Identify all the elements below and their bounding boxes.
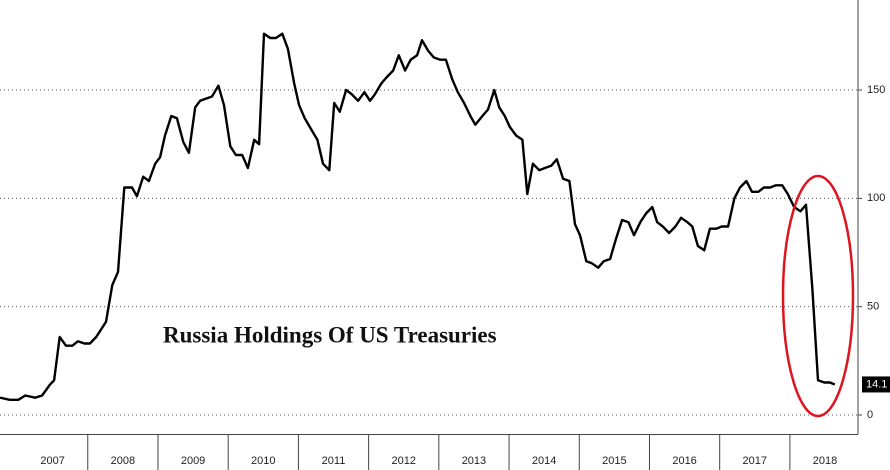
x-tick-label: 2012 — [391, 455, 415, 467]
y-tick-label: 50 — [867, 301, 879, 313]
x-tick-label: 2008 — [111, 455, 135, 467]
x-tick-label: 2013 — [462, 455, 486, 467]
x-tick-label: 2017 — [743, 455, 767, 467]
highlight-ellipse — [781, 174, 855, 418]
data-line — [0, 32, 836, 401]
x-tick-label: 2010 — [251, 455, 275, 467]
x-tick-label: 2014 — [532, 455, 556, 467]
x-tick-label: 2011 — [322, 455, 346, 467]
y-tick-label: 150 — [867, 84, 885, 96]
x-tick-label: 2007 — [40, 455, 64, 467]
y-tick-label: 0 — [867, 409, 873, 421]
y-tick-label: 100 — [867, 192, 885, 204]
x-tick-label: 2016 — [672, 455, 696, 467]
chart-title: Russia Holdings Of US Treasuries — [163, 322, 497, 347]
last-value-box — [862, 376, 890, 393]
x-tick-label: 2015 — [602, 455, 626, 467]
x-tick-label: 2009 — [181, 455, 205, 467]
last-value-label: 14.1 — [866, 378, 887, 390]
x-tick-label: 2018 — [813, 455, 837, 467]
